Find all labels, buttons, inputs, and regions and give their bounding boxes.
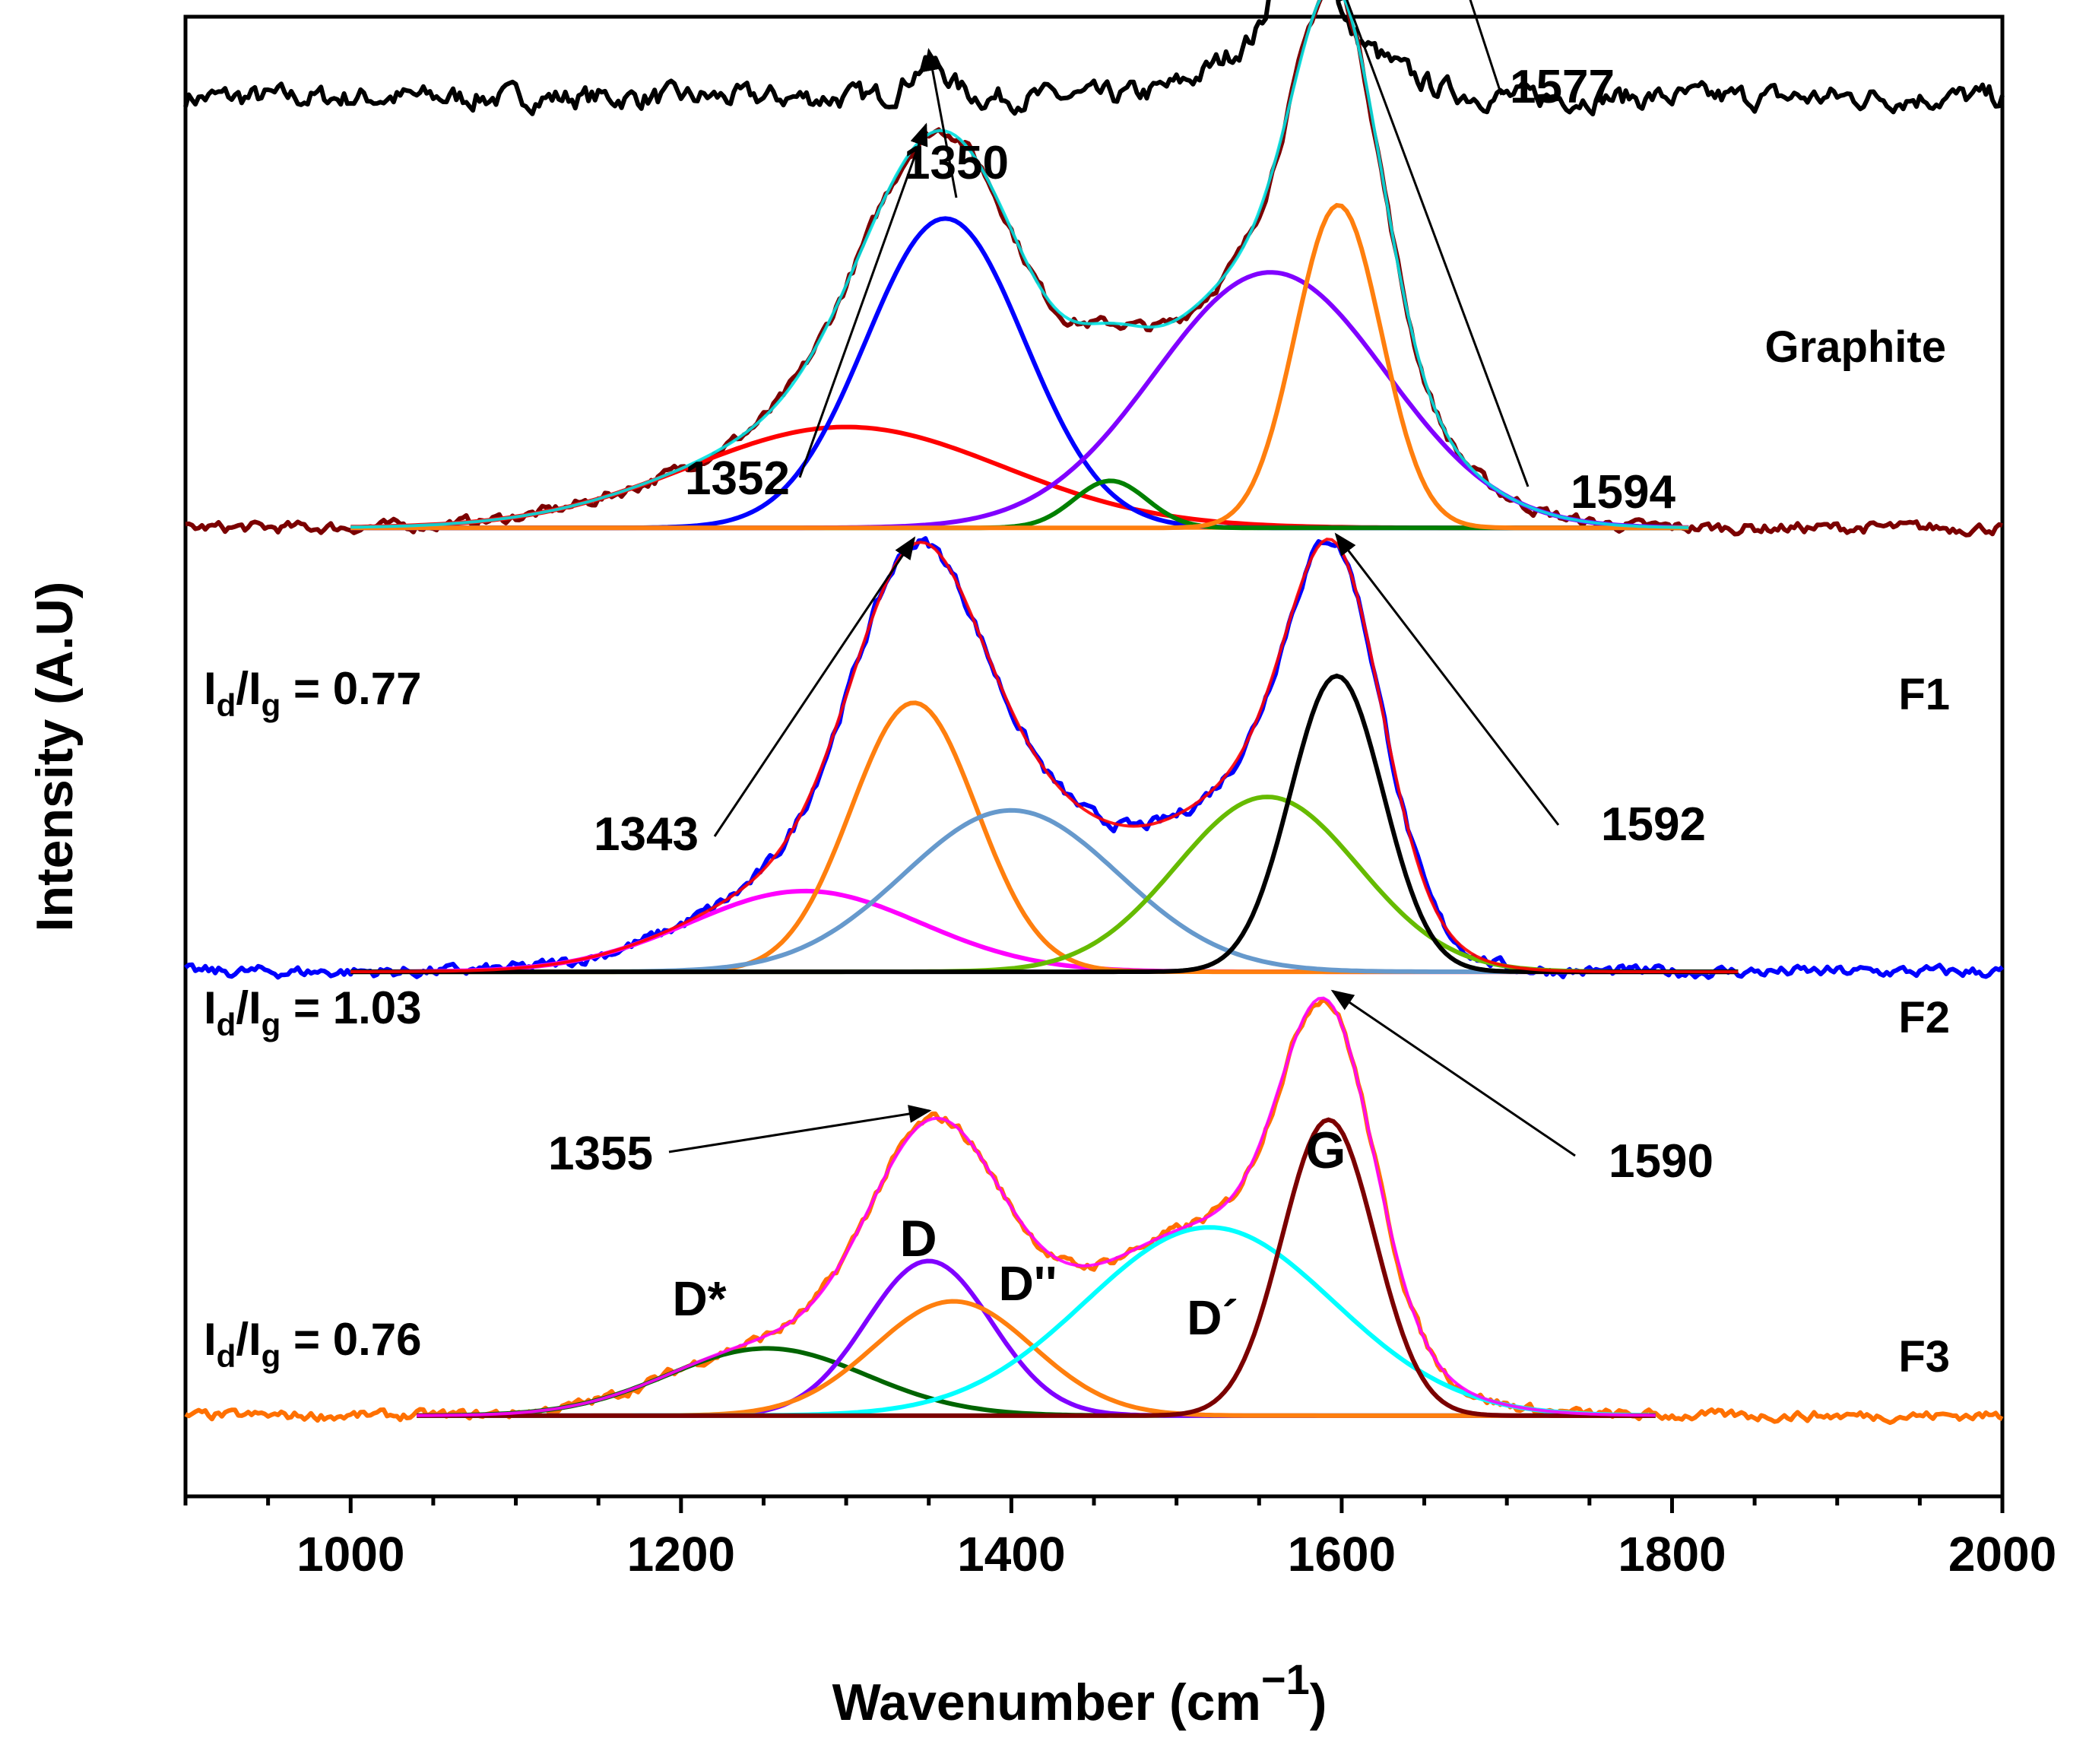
peak-label-dstar: D* <box>672 1271 726 1326</box>
peak-label-g: G <box>1306 1122 1346 1179</box>
label-graphite: Graphite <box>1765 322 1947 372</box>
ratio-f1-val: = 0.77 <box>281 663 421 714</box>
ratio-f2-i: I <box>204 982 217 1033</box>
data-line-f3 <box>184 998 2004 1426</box>
envelope-f3 <box>417 996 1656 1417</box>
x-tick-label: 1000 <box>296 1527 404 1582</box>
ratio-f3-val: = 0.76 <box>281 1314 421 1365</box>
ratio-f3-sub2: g <box>262 1338 281 1374</box>
ratio-f2-sub2: g <box>262 1007 281 1042</box>
x-axis-title-close: ) <box>1310 1674 1327 1731</box>
annotation-arrow-1350 <box>923 47 958 198</box>
series-f3 <box>184 996 2004 1426</box>
ratio-f1-mid: /I <box>236 663 261 714</box>
annotation-arrow-1592 <box>1334 532 1560 826</box>
x-tick-label: 1200 <box>627 1527 735 1582</box>
annotation-label-1594: 1594 <box>1571 466 1675 519</box>
component-f3-4 <box>417 1117 1656 1418</box>
peak-label-dprime: D´ <box>1187 1290 1238 1345</box>
y-axis-title: Intensity (A.U) <box>26 582 84 932</box>
peak-label-ddouble: D'' <box>999 1256 1057 1311</box>
ratio-f1-sub2: g <box>262 687 281 723</box>
ratio-f3-i: I <box>204 1314 217 1365</box>
component-f1-0 <box>350 424 1689 531</box>
x-axis-title-sup: −1 <box>1261 1655 1310 1703</box>
x-tick-label: 1400 <box>957 1527 1065 1582</box>
ratio-f1-i: I <box>204 663 217 714</box>
envelope-f2 <box>350 538 1739 974</box>
ratio-f2: Id/Ig = 1.03 <box>204 982 421 1042</box>
x-tick-label: 2000 <box>1948 1527 2056 1582</box>
series-graphite <box>183 0 2005 117</box>
label-f3: F3 <box>1898 1332 1950 1382</box>
plot-frame <box>183 14 2005 1499</box>
ratio-f1: Id/Ig = 0.77 <box>204 663 421 723</box>
ratio-f2-val: = 1.03 <box>281 982 421 1033</box>
component-f2-1 <box>350 700 1739 975</box>
component-f2-4 <box>350 673 1739 975</box>
component-f2-3 <box>350 795 1739 975</box>
x-axis-ticks: 1000 1200 1400 1600 1800 2000 <box>183 1496 2056 1582</box>
component-f1-3 <box>350 270 1689 531</box>
label-f1: F1 <box>1898 670 1950 719</box>
annotation-arrow-1594 <box>1338 0 1530 487</box>
envelope-f1 <box>350 0 1689 529</box>
ratio-f3-mid: /I <box>236 1314 261 1365</box>
x-tick-label: 1600 <box>1288 1527 1396 1582</box>
annotation-label-1355: 1355 <box>548 1128 653 1180</box>
x-tick-label: 1800 <box>1618 1527 1726 1582</box>
annotation-label-1590: 1590 <box>1609 1135 1714 1188</box>
annotation-arrow-1352 <box>798 122 928 478</box>
annotation-label-1577: 1577 <box>1510 61 1615 113</box>
ratio-f3-sub1: d <box>217 1338 236 1374</box>
x-axis-title-main: Wavenumber (cm <box>832 1674 1261 1731</box>
annotation-label-1352: 1352 <box>685 452 790 505</box>
annotation-label-1592: 1592 <box>1601 798 1706 851</box>
series-f2 <box>184 536 2004 980</box>
series-f1 <box>185 0 2003 538</box>
component-f1-4 <box>350 202 1689 531</box>
x-axis-title: Wavenumber (cm−1) <box>832 1655 1327 1731</box>
ratio-f2-mid: /I <box>236 982 261 1033</box>
annotation-arrow-1343 <box>713 536 916 837</box>
annotation-arrow-1590 <box>1330 989 1576 1157</box>
ratio-f3: Id/Ig = 0.76 <box>204 1314 421 1374</box>
ratio-f2-sub1: d <box>217 1007 236 1042</box>
component-f2-2 <box>350 807 1739 975</box>
data-line-f2 <box>184 536 2004 980</box>
spectra-group <box>183 0 2005 1426</box>
peak-label-d: D <box>899 1210 937 1267</box>
label-f2: F2 <box>1898 993 1950 1042</box>
data-line-graphite <box>183 0 2005 117</box>
annotation-arrow-1355 <box>668 1105 932 1153</box>
ratio-f1-sub1: d <box>217 687 236 723</box>
annotation-label-1343: 1343 <box>594 808 699 861</box>
